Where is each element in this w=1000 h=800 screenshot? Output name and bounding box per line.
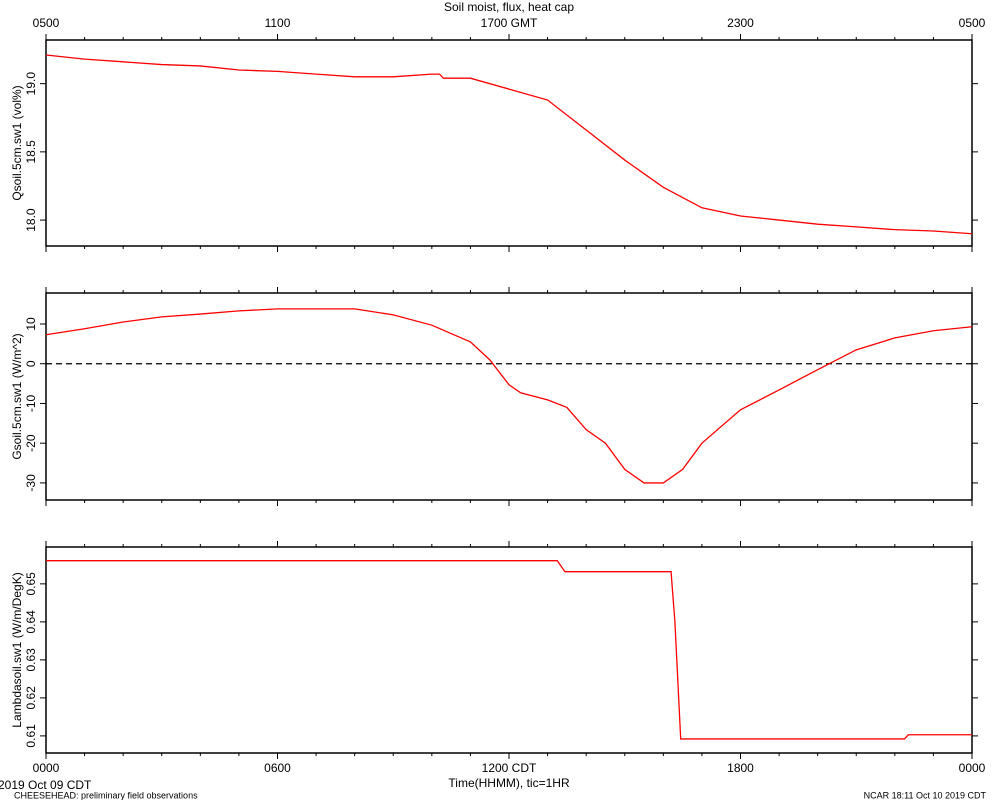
plot-frame	[45, 39, 973, 247]
y-tick-label: 18.0	[24, 208, 38, 232]
data-line	[45, 308, 973, 484]
x2-tick-label: 0500	[33, 16, 60, 30]
y-axis-label: Qsoil.5cm.sw1 (vol%)	[10, 85, 24, 200]
y-tick-label: 18.5	[24, 140, 38, 164]
x-tick-label: 1200 CDT	[482, 761, 537, 775]
x2-tick-label: 1700 GMT	[481, 16, 538, 30]
y-tick-label: -20	[24, 434, 38, 452]
y-tick-label: 0.65	[24, 572, 38, 596]
plot-frame	[45, 292, 973, 501]
data-line	[45, 54, 973, 235]
y-tick-label: 0	[24, 360, 38, 367]
y-tick-label: 0.63	[24, 648, 38, 672]
plot-frame	[45, 546, 973, 754]
y-tick-label: 19.0	[24, 72, 38, 96]
y-tick-label: 0.64	[24, 610, 38, 634]
x-tick-label: 0000	[33, 761, 60, 775]
footer-stamp: NCAR 18:11 Oct 10 2019 CDT	[864, 790, 987, 800]
y-axis-label: Gsoil.5cm.sw1 (W/m^2)	[10, 333, 24, 459]
y-tick-label: 0.62	[24, 686, 38, 710]
x2-tick-label: 0500	[959, 16, 986, 30]
y-tick-label: 10	[24, 317, 38, 331]
x-axis-label: Time(HHMM), tic=1HR	[448, 776, 570, 790]
date-label: 2019 Oct 09 CDT	[0, 778, 92, 792]
y-tick-label: 0.61	[24, 724, 38, 748]
x2-tick-label: 1100	[265, 16, 291, 30]
x-tick-label: 1800	[727, 761, 754, 775]
y-tick-label: -10	[24, 394, 38, 412]
x2-tick-label: 2300	[727, 16, 754, 30]
x-tick-label: 0000	[959, 761, 986, 775]
y-axis-label: Lambdasoil.sw1 (W/m/DegK)	[10, 572, 24, 727]
x-tick-label: 0600	[264, 761, 291, 775]
footer-note: CHEESEHEAD: preliminary field observatio…	[14, 790, 198, 800]
data-line	[46, 560, 972, 740]
chart-title: Soil moist, flux, heat cap	[444, 0, 574, 14]
y-tick-label: -30	[24, 474, 38, 492]
